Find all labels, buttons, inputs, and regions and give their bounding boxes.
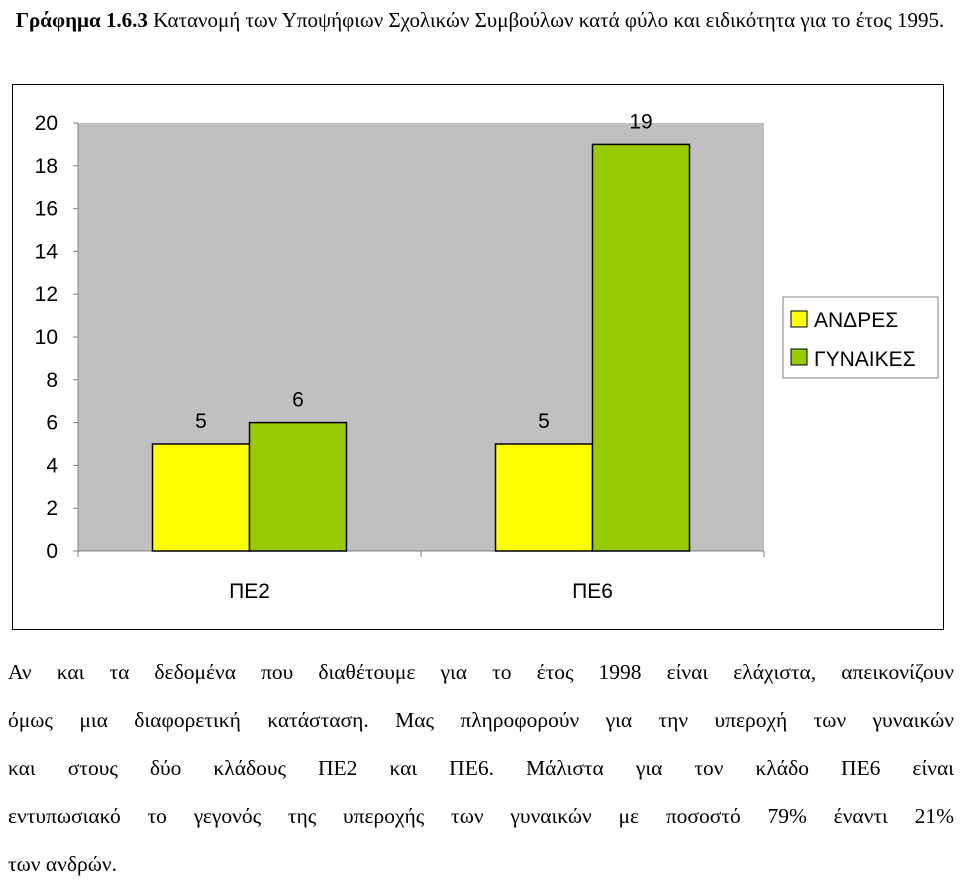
paragraph-line: Αν και τα δεδομένα που διαθέτουμε για το…	[8, 660, 954, 684]
paragraph-line: των ανδρών.	[8, 852, 117, 876]
legend-label-women: ΓΥΝΑΙΚΕΣ	[814, 348, 916, 371]
paragraph-line: εντυπωσιακό το γεγονός της υπεροχής των …	[8, 804, 954, 828]
data-label: 5	[538, 410, 550, 433]
data-label: 6	[292, 389, 304, 412]
y-tick-label: 6	[46, 412, 58, 435]
bar-ΠΕ2-ΓΥΝΑΙΚΕΣ	[248, 421, 348, 552]
x-tick-label: ΠΕ6	[572, 580, 613, 603]
y-tick-label: 0	[46, 540, 58, 563]
data-label: 5	[195, 410, 207, 433]
legend: ΑΝΔΡΕΣ ΓΥΝΑΙΚΕΣ	[782, 296, 939, 379]
y-tick-label: 18	[35, 155, 58, 178]
caption-text: Κατανομή των Υποψήφιων Σχολικών Συμβούλω…	[153, 8, 945, 32]
bar-chart: 0 2 4 6 8 10 12 14 16 18 20 ΠΕ2 ΠΕ6 5 6 5 19 ΑΝΔΡΕΣ ΓΥ…	[35, 110, 939, 603]
y-axis: 0 2 4 6 8 10 12 14 16 18 20	[35, 112, 78, 563]
y-tick-label: 2	[46, 497, 58, 520]
data-label: 19	[629, 110, 652, 133]
y-tick-label: 4	[46, 454, 58, 477]
bars-group	[151, 143, 691, 552]
data-labels: 5 6 5 19	[195, 110, 653, 433]
caption-label: Γράφημα 1.6.3	[15, 8, 148, 32]
y-tick-label: 10	[35, 326, 58, 349]
paragraph-line: όμως μια διαφορετική κατάσταση. Μας πληρ…	[8, 708, 954, 732]
bar-ΠΕ6-ΑΝΔΡΕΣ	[494, 443, 594, 552]
y-tick-label: 8	[46, 369, 58, 392]
y-tick-label: 14	[35, 240, 59, 263]
bar-ΠΕ2-ΑΝΔΡΕΣ	[151, 443, 251, 552]
y-tick-label: 16	[35, 198, 58, 221]
legend-swatch-men	[790, 310, 808, 328]
x-axis: ΠΕ2 ΠΕ6	[77, 551, 765, 603]
figure-caption: Γράφημα 1.6.3 Κατανομή των Υποψήφιων Σχο…	[0, 0, 960, 40]
x-tick-label: ΠΕ2	[229, 580, 270, 603]
legend-swatch-women	[790, 348, 808, 366]
paragraph-line: και στους δύο κλάδους ΠΕ2 και ΠΕ6. Μάλισ…	[8, 756, 954, 780]
legend-label-men: ΑΝΔΡΕΣ	[814, 309, 898, 332]
y-tick-label: 20	[35, 112, 58, 135]
body-paragraph: Αν και τα δεδομένα που διαθέτουμε για το…	[8, 648, 954, 888]
bar-ΠΕ6-ΓΥΝΑΙΚΕΣ	[591, 143, 691, 552]
legend-box	[782, 296, 939, 379]
y-tick-label: 12	[35, 283, 58, 306]
